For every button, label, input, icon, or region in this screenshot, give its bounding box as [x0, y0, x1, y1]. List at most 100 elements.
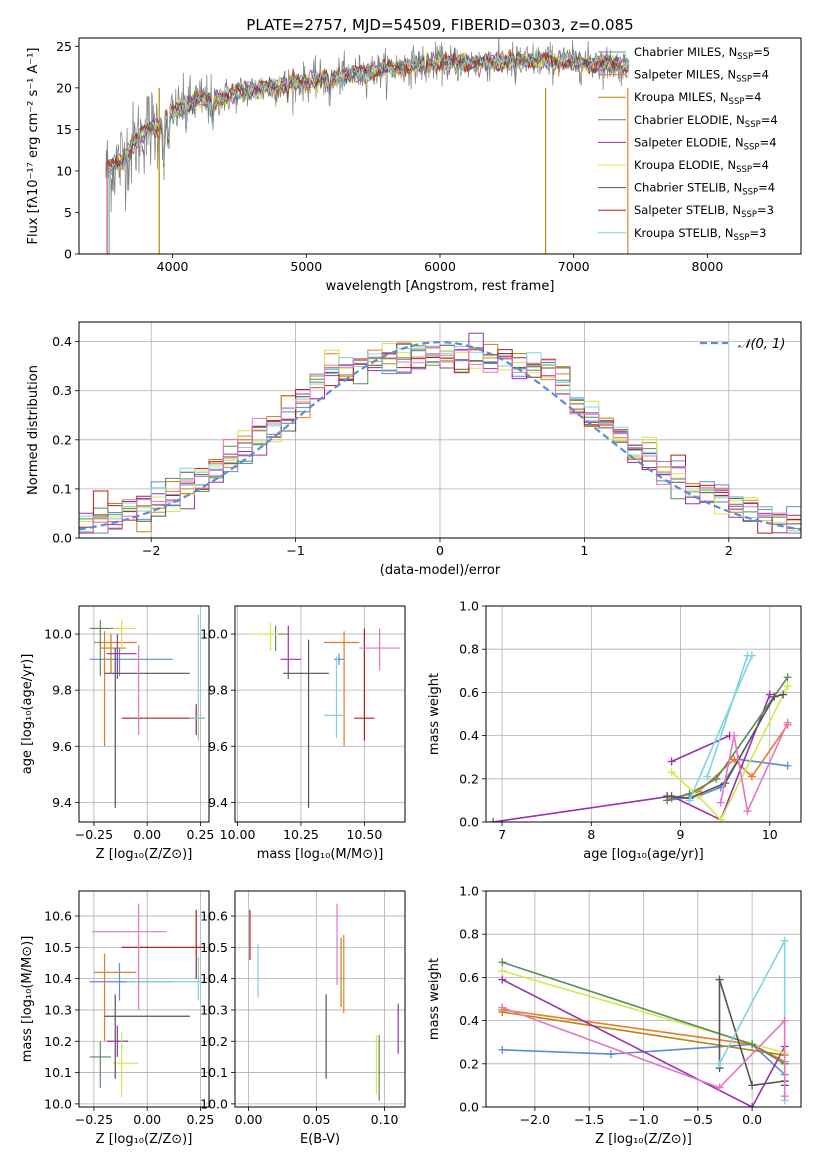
x-tick-label: 0.10	[371, 1112, 399, 1127]
legend-entry: Salpeter STELIB, NSSP=3	[634, 203, 774, 220]
x-tick-label: −1	[286, 543, 304, 558]
legend-sub: SSP	[736, 75, 752, 85]
errorbar-point-0	[333, 653, 345, 665]
legend-name: Salpeter STELIB, N	[634, 203, 741, 217]
errorbar-point-6	[121, 909, 205, 979]
weight-line-8	[706, 655, 749, 777]
plot-area	[79, 332, 801, 534]
y-tick-label: 25	[56, 39, 72, 54]
y-tick-label: 10.0	[44, 627, 72, 642]
x-tick-label: 2	[725, 543, 733, 558]
legend-entry: Kroupa ELODIE, NSSP=4	[634, 158, 769, 175]
legend-name: Kroupa ELODIE, N	[634, 158, 736, 172]
weight-marker	[663, 792, 672, 801]
errorbar-point-5	[113, 620, 137, 651]
weight-marker	[780, 1092, 789, 1101]
weight-marker	[667, 757, 676, 766]
legend-sub: SSP	[745, 120, 761, 130]
y-tick-label: 10.3	[44, 1002, 72, 1017]
legend-suffix: =4	[752, 158, 769, 172]
weight-marker	[779, 690, 788, 699]
x-tick-label: 10.25	[283, 827, 319, 842]
y-axis-label: mass [log₁₀(M/M⊙)]	[20, 936, 35, 1063]
x-tick-label: 10	[762, 827, 778, 842]
weight-marker	[748, 1103, 757, 1107]
weight-marker	[498, 958, 507, 967]
legend-suffix: =3	[749, 226, 766, 240]
errorbar-point-4	[250, 622, 279, 651]
weight-marker	[748, 1040, 757, 1049]
y-tick-label: 10.6	[200, 909, 228, 924]
errorbar-point-4	[106, 634, 137, 679]
series-model-1	[106, 51, 630, 254]
x-tick-label: 8000	[692, 259, 724, 274]
errorbar-point-8	[91, 903, 167, 1010]
errorbar-point-5	[283, 639, 329, 808]
plot-area	[105, 38, 630, 254]
errorbar-point-7	[121, 704, 205, 736]
x-tick-label: 10.00	[220, 827, 256, 842]
weight-marker	[715, 975, 724, 984]
plot-area	[498, 936, 789, 1107]
x-axis-label: wavelength [Angstrom, rest frame]	[326, 279, 555, 294]
legend-suffix: =5	[753, 45, 770, 59]
x-tick-label: 0.00	[235, 1112, 263, 1127]
errorbar-point-4	[113, 1031, 139, 1098]
legend-suffix: =3	[757, 203, 774, 217]
x-axis-label: E(B-V)	[300, 1132, 340, 1147]
legend-name: Kroupa STELIB, N	[634, 226, 734, 240]
legend-entry: Salpeter ELODIE, NSSP=4	[634, 135, 777, 152]
plot-area	[89, 614, 205, 808]
errorbar-point-7	[323, 656, 345, 738]
errorbar-point-0	[89, 648, 173, 677]
errorbar-point-2	[262, 625, 289, 651]
y-tick-label: 20	[56, 80, 72, 95]
errorbar-point-2	[89, 1041, 111, 1089]
y-tick-label: 0.2	[459, 1056, 479, 1071]
y-tick-label: 0.0	[52, 531, 72, 546]
x-tick-label: 9	[677, 827, 685, 842]
y-axis-label: mass weight	[427, 958, 442, 1040]
legend-entry: Kroupa MILES, NSSP=4	[634, 90, 761, 107]
weight-line-2	[502, 1011, 785, 1056]
legend-name: Salpeter MILES, N	[634, 68, 736, 82]
weight-marker	[703, 772, 712, 781]
y-tick-label: 9.4	[208, 795, 228, 810]
errorbar-point-1	[93, 631, 137, 747]
weight-marker	[780, 1016, 789, 1025]
errorbar-point-1	[93, 953, 137, 1042]
x-axis-label: (data-model)/error	[380, 563, 501, 578]
y-axis-label: Normed distribution	[26, 365, 41, 495]
weight-marker	[770, 692, 779, 701]
weight-marker	[783, 761, 792, 770]
weight-marker	[743, 651, 752, 660]
x-tick-label: 0.05	[303, 1112, 331, 1127]
legend-name: Kroupa MILES, N	[634, 90, 729, 104]
y-tick-label: 10.4	[44, 971, 72, 986]
panel-mass_vs_Z: −0.25 0.00 0.25 10.0 10.1 10.2 10.3 10.4 10.5 10.…	[20, 890, 214, 1147]
series-model-7	[106, 50, 630, 254]
weight-marker	[765, 690, 774, 699]
errorbar-point-8	[189, 614, 205, 741]
panel-weight_vs_age: 7 8 9 10 0.0 0.2 0.4 0.6 0.8 1.0 age [log₁₀(age/yr…	[427, 599, 802, 862]
x-tick-label: 7	[498, 827, 506, 842]
y-tick-label: 0.4	[459, 1013, 479, 1028]
y-tick-label: 0.3	[52, 383, 72, 398]
x-axis-label: mass [log₁₀(M/M⊙)]	[257, 847, 384, 862]
weight-marker	[667, 768, 676, 777]
x-tick-label: 0.25	[187, 827, 215, 842]
y-tick-label: 5	[64, 205, 72, 220]
y-axis-label: age [log₁₀(age/yr)]	[20, 654, 35, 775]
errorbar-point-6	[354, 628, 375, 741]
y-tick-label: 0.6	[459, 970, 479, 985]
panel-spectrum: 4000 5000 6000 7000 8000 0 5 10 15 20 25 wavelength…	[26, 37, 802, 294]
plot-area	[250, 622, 400, 808]
x-axis-label: Z [log₁₀(Z/Z⊙)]	[595, 1132, 692, 1147]
weight-marker	[743, 807, 752, 816]
x-tick-label: −1.0	[628, 1112, 658, 1127]
weight-line-3	[501, 978, 786, 1107]
series-model-8	[108, 48, 630, 254]
axes-frame	[78, 605, 210, 823]
weight-marker	[783, 673, 792, 682]
